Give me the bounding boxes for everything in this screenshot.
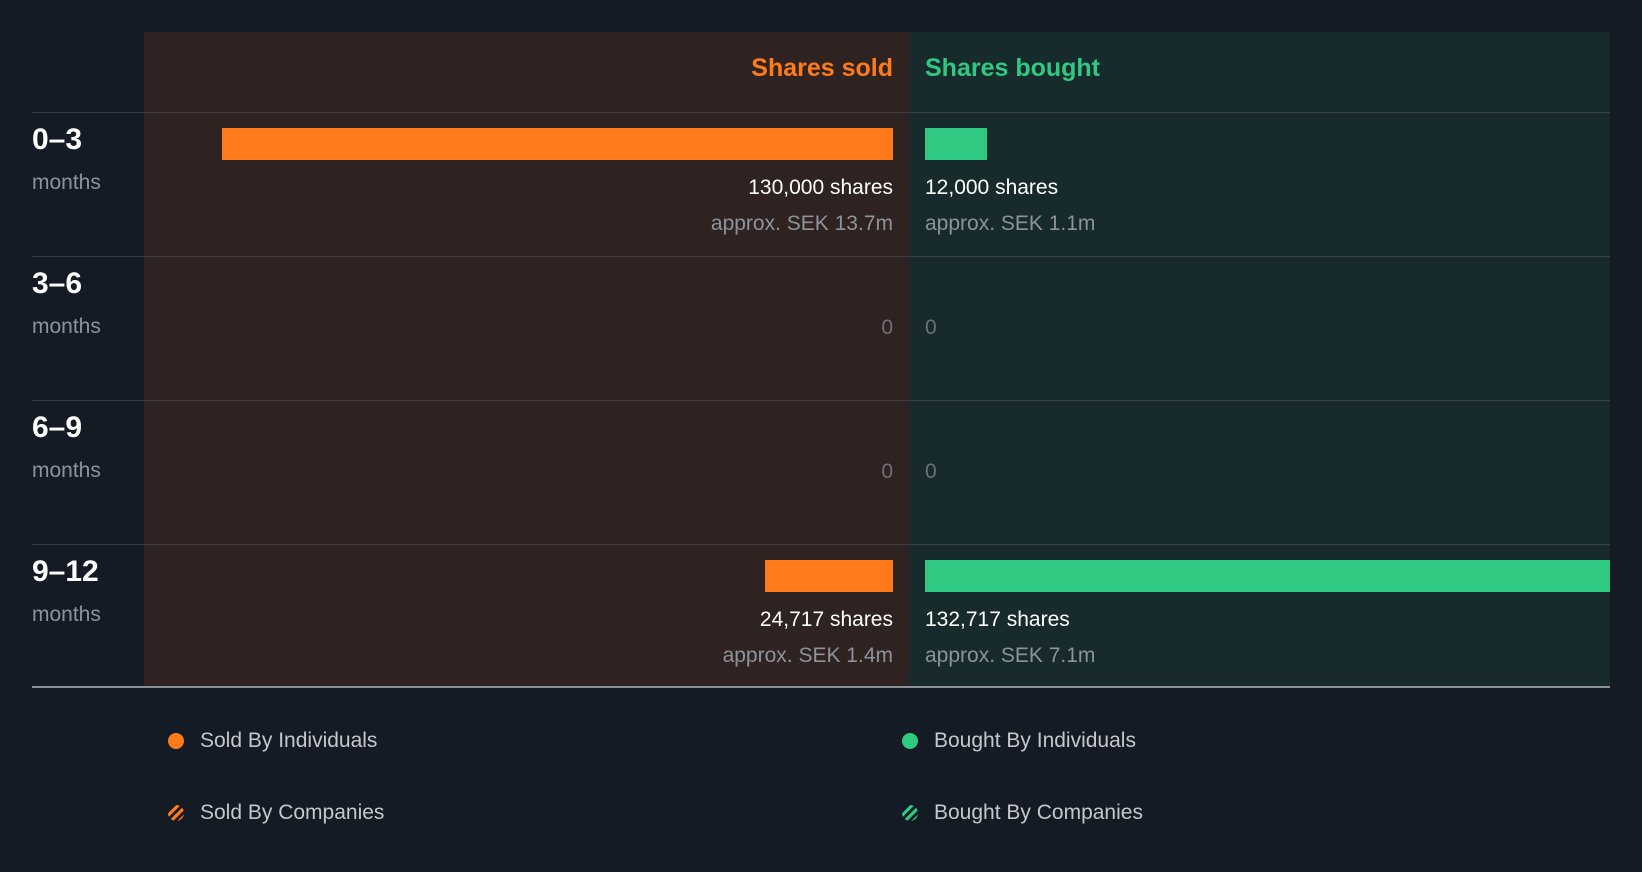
row-separator [32, 400, 1610, 401]
legend-label: Sold By Companies [200, 801, 385, 824]
row-separator [32, 112, 1610, 113]
sold-shares-label: 24,717 shares [759, 608, 893, 631]
bought-value-label: approx. SEK 1.1m [925, 212, 1096, 235]
bought-shares-label: 132,717 shares [925, 608, 1070, 631]
sold-zero-label: 0 [881, 460, 893, 483]
legend-label: Bought By Companies [934, 801, 1143, 824]
legend-label: Sold By Individuals [200, 729, 378, 752]
period-range-label: 0–3 [32, 123, 83, 156]
sold-zero-label: 0 [881, 316, 893, 339]
sold-bar [222, 128, 893, 160]
row-separator [32, 544, 1610, 545]
legend-swatch-icon [902, 805, 918, 821]
legend-item[interactable]: Sold By Individuals [168, 729, 377, 753]
row-separator [32, 256, 1610, 257]
bought-zero-label: 0 [925, 316, 937, 339]
legend-swatch-icon [902, 733, 918, 749]
sold-shares-label: 130,000 shares [748, 176, 893, 199]
bought-shares-label: 12,000 shares [925, 176, 1059, 199]
bought-bar [925, 560, 1610, 592]
period-unit-label: months [32, 171, 101, 194]
legend-item[interactable]: Sold By Companies [168, 801, 384, 825]
legend-item[interactable]: Bought By Companies [902, 801, 1143, 825]
period-unit-label: months [32, 603, 101, 626]
period-range-label: 3–6 [32, 267, 83, 300]
period-unit-label: months [32, 315, 101, 338]
period-range-label: 6–9 [32, 411, 83, 444]
sold-value-label: approx. SEK 13.7m [710, 212, 893, 235]
sold-value-label: approx. SEK 1.4m [722, 644, 893, 667]
bought-value-label: approx. SEK 7.1m [925, 644, 1096, 667]
legend-swatch-icon [168, 805, 184, 821]
bought-zero-label: 0 [925, 460, 937, 483]
period-range-label: 9–12 [32, 555, 99, 588]
sold-bar [765, 560, 893, 592]
legend-label: Bought By Individuals [934, 729, 1136, 752]
legend-swatch-icon [168, 733, 184, 749]
shares-sold-header: Shares sold [751, 54, 893, 82]
shares-bought-header: Shares bought [925, 54, 1101, 82]
bought-bar [925, 128, 987, 160]
chart-bottom-axis [32, 686, 1610, 688]
period-unit-label: months [32, 459, 101, 482]
legend-item[interactable]: Bought By Individuals [902, 729, 1136, 753]
